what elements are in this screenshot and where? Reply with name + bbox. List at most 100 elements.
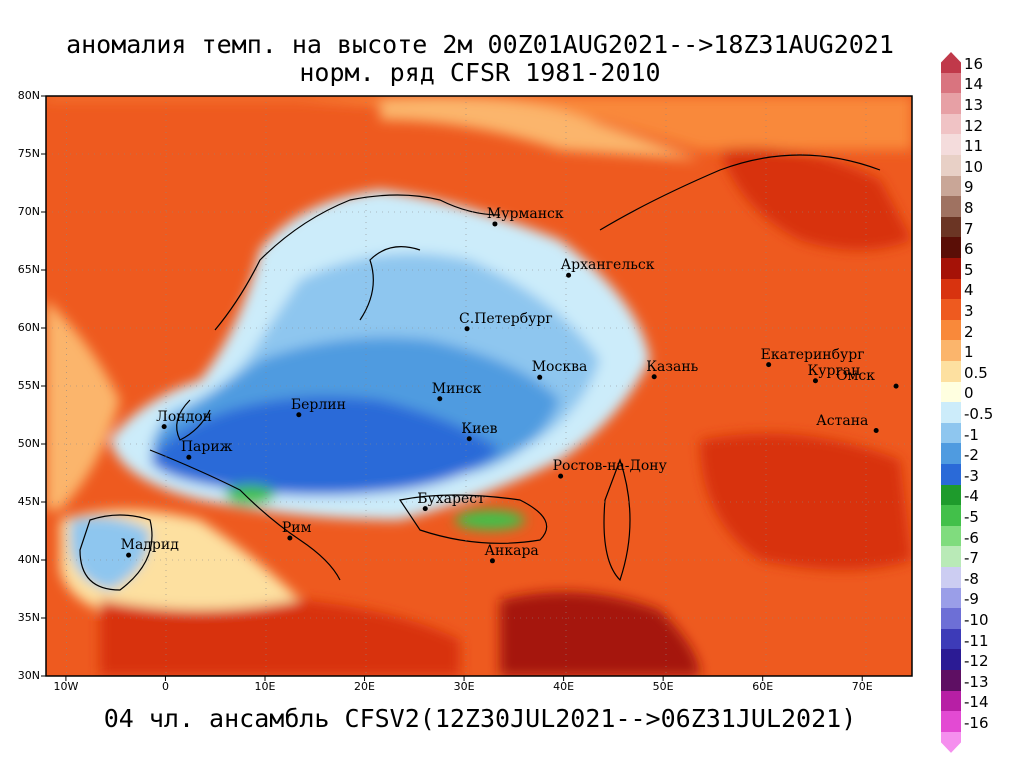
europe-south-coast [149,449,341,581]
colorbar-label: -13 [964,672,989,691]
iberia-cool [70,516,150,590]
city-label: Киев [461,420,498,437]
colorbar-swatch [941,134,961,156]
colorbar-swatch [941,155,961,177]
colorbar-swatch [941,278,961,300]
colorbar-swatch [941,711,961,733]
city-label: Омск [836,368,876,385]
lon-label: 0 [161,680,169,693]
colorbar-label: 11 [964,137,984,156]
lon-label: 60E [752,680,774,693]
lat-label: 65N [17,263,40,276]
city-dot [566,272,572,278]
city-label: Курган [807,362,861,379]
colorbar-label: -11 [964,631,989,650]
city-label: Анкара [484,542,539,559]
colorbar-label: 5 [964,260,974,279]
lon-label: 70E [851,680,873,693]
colorbar-label: -2 [964,446,979,465]
colorbar-swatch [941,608,961,630]
lat-label: 80N [17,89,40,102]
lat-label: 70N [17,205,40,218]
axis-ticks [41,95,863,681]
colorbar-label: 14 [964,75,984,94]
colorbar-label: 7 [964,219,974,238]
lat-label: 55N [17,379,40,392]
arctic-coast [599,154,881,231]
city-markers [126,221,899,564]
colorbar-swatch [941,72,961,94]
lat-label: 45N [17,495,40,508]
colorbar-label: 9 [964,178,974,197]
colorbar-swatch [941,731,961,753]
city-label: Лондон [156,408,212,425]
colorbar-label: 13 [964,96,984,114]
city-dot [287,535,293,541]
city-label: Бухарест [417,490,485,507]
colorbar-label: 12 [964,116,984,135]
colorbar-swatch [941,443,961,465]
colorbar-label: 6 [964,240,974,259]
middle-east-hot [500,592,700,676]
siberia-hot [720,148,912,250]
lon-label: 10E [254,680,276,693]
city-dot [296,412,302,418]
britain-coast [176,399,211,441]
city-dot [464,326,470,332]
city-dot [466,436,472,442]
ensemble-footer: 04 чл. ансамбль CFSV2(12Z30JUL2021-->06Z… [103,704,857,733]
colorbar-swatch [941,361,961,383]
city-dot [537,374,543,380]
city-dot [126,552,132,558]
colorbar-label: -10 [964,611,989,629]
city-dot [873,428,879,434]
colorbar-swatch [941,196,961,218]
city-label: Минск [431,380,482,397]
colorbar-label: -3 [964,466,979,485]
city-dot [492,221,498,227]
colorbar-swatch [941,546,961,568]
cool-zone-core [150,396,500,495]
city-label: Берлин [290,396,346,413]
colorbar-label: 4 [964,281,974,300]
colorbar-label: -12 [964,652,989,671]
colorbar-swatch [941,52,961,74]
lon-label: 30E [453,680,475,693]
central-asia-hot [700,433,912,570]
colorbar-swatch [941,340,961,362]
baltic-coast [359,246,421,321]
colorbar-swatch [941,587,961,609]
colorbar-swatch [941,649,961,671]
colorbar-label: 0 [964,384,974,403]
north-africa-hot [100,600,460,676]
city-dot [437,396,443,402]
lon-label: 50E [652,680,674,693]
colorbar-label: 16 [964,54,984,73]
colorbar-swatch [941,505,961,527]
green-patch-alps [225,485,275,505]
colorbar-swatch [941,113,961,135]
lat-label: 50N [17,437,40,450]
colorbar-label: -6 [964,528,979,547]
colorbar-label: -4 [964,487,979,506]
caspian-coast [603,458,631,582]
colorbar-swatch [941,628,961,650]
colorbar-label: -9 [964,590,979,609]
colorbar-label: -5 [964,508,979,526]
lat-label: 30N [17,669,40,682]
green-patch-black-sea [455,510,525,530]
colorbar-label: 3 [964,302,974,320]
city-dot [766,362,772,368]
colorbar-label: -1 [964,425,979,444]
city-label: Москва [531,359,588,376]
city-label: Архангельск [560,257,655,274]
colorbar-label: 10 [964,157,984,176]
lat-label: 40N [17,553,40,566]
map-title-line-1: аномалия темп. на высоте 2м 00Z01AUG2021… [66,30,894,59]
city-dot [489,558,495,564]
colorbar-swatch [941,237,961,259]
iberia-coast [79,514,153,591]
map-title-line-2: норм. ряд CFSR 1981-2010 [299,58,661,87]
lat-label: 60N [17,321,40,334]
colorbar-swatch [941,319,961,341]
